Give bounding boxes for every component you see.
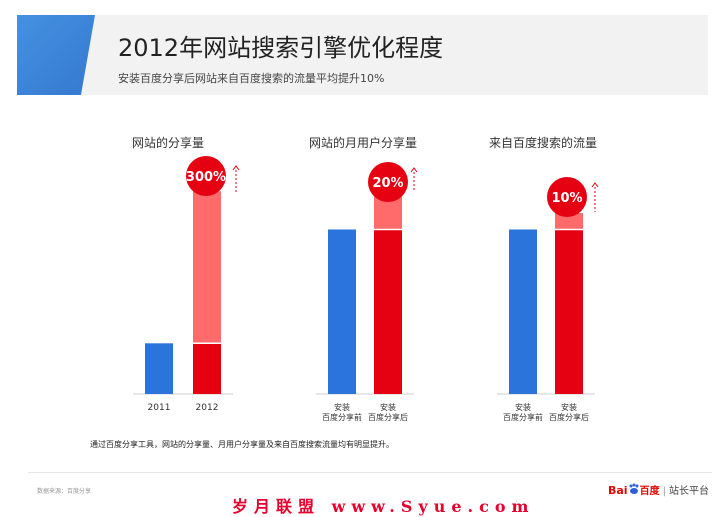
chart-title-monthly-shares: 网站的月用户分享量 <box>308 136 417 150</box>
header-band <box>17 15 708 95</box>
paw-icon <box>628 483 640 498</box>
chart-2-increase-label: 10% <box>551 191 582 206</box>
chart-0-tick-label: 2012 <box>196 403 219 413</box>
chart-1-tick-label: 安装 <box>334 402 350 412</box>
chart-0-increase-badge <box>186 156 226 196</box>
chart-2-increase-badge <box>547 177 587 217</box>
chart-1-arrow-icon <box>410 167 418 173</box>
chart-1-bar-after <box>374 229 402 394</box>
chart-1-tick-label: 百度分享前 <box>322 412 362 422</box>
footnote: 通过百度分享工具，网站的分享量、月用户分享量及来自百度搜索流量均有明显提升。 <box>90 440 394 449</box>
watermark: 岁月联盟 www.Syue.com <box>232 497 535 516</box>
data-source: 数据来源：百度分享 <box>37 488 92 495</box>
chart-0-arrow-icon <box>232 165 240 171</box>
chart-0-bar-after <box>193 343 221 394</box>
chart-2-tick-label: 安装 <box>561 402 577 412</box>
chart-1-increase-label: 20% <box>372 176 403 191</box>
page-title: 2012年网站搜索引擎优化程度 <box>118 34 444 62</box>
chart-title-shares: 网站的分享量 <box>131 136 204 150</box>
baidu-logo: Bai 百度 | 站长平台 <box>608 483 709 498</box>
chart-0-increase-label: 300% <box>186 170 226 185</box>
logo-brand-left: Bai <box>608 484 628 497</box>
chart-1-bar-increase <box>374 196 402 230</box>
chart-0-bar-increase <box>193 191 221 344</box>
chart-0-bar-before <box>145 343 173 394</box>
chart-1-bar-before <box>328 229 356 394</box>
divider <box>28 472 712 473</box>
chart-2-tick-label: 百度分享前 <box>503 412 543 422</box>
chart-1-increase-badge <box>368 162 408 202</box>
chart-2-bar-increase <box>555 213 583 230</box>
chart-2-bar-before <box>509 229 537 394</box>
chart-1-tick-label: 安装 <box>380 402 396 412</box>
chart-1-tick-label: 百度分享后 <box>368 412 408 422</box>
header-accent-shape <box>17 15 95 95</box>
chart-2-arrow-icon <box>591 182 599 188</box>
chart-title-search-traffic: 来自百度搜索的流量 <box>488 136 597 150</box>
chart-0-tick-label: 2011 <box>148 403 171 413</box>
chart-2-tick-label: 百度分享后 <box>549 412 589 422</box>
logo-brand-right: 百度 <box>639 486 660 497</box>
logo-product: 站长平台 <box>668 486 709 497</box>
chart-2-bar-after <box>555 229 583 394</box>
chart-2-tick-label: 安装 <box>515 402 531 412</box>
page-subtitle: 安装百度分享后网站来自百度搜索的流量平均提升10% <box>118 72 385 85</box>
